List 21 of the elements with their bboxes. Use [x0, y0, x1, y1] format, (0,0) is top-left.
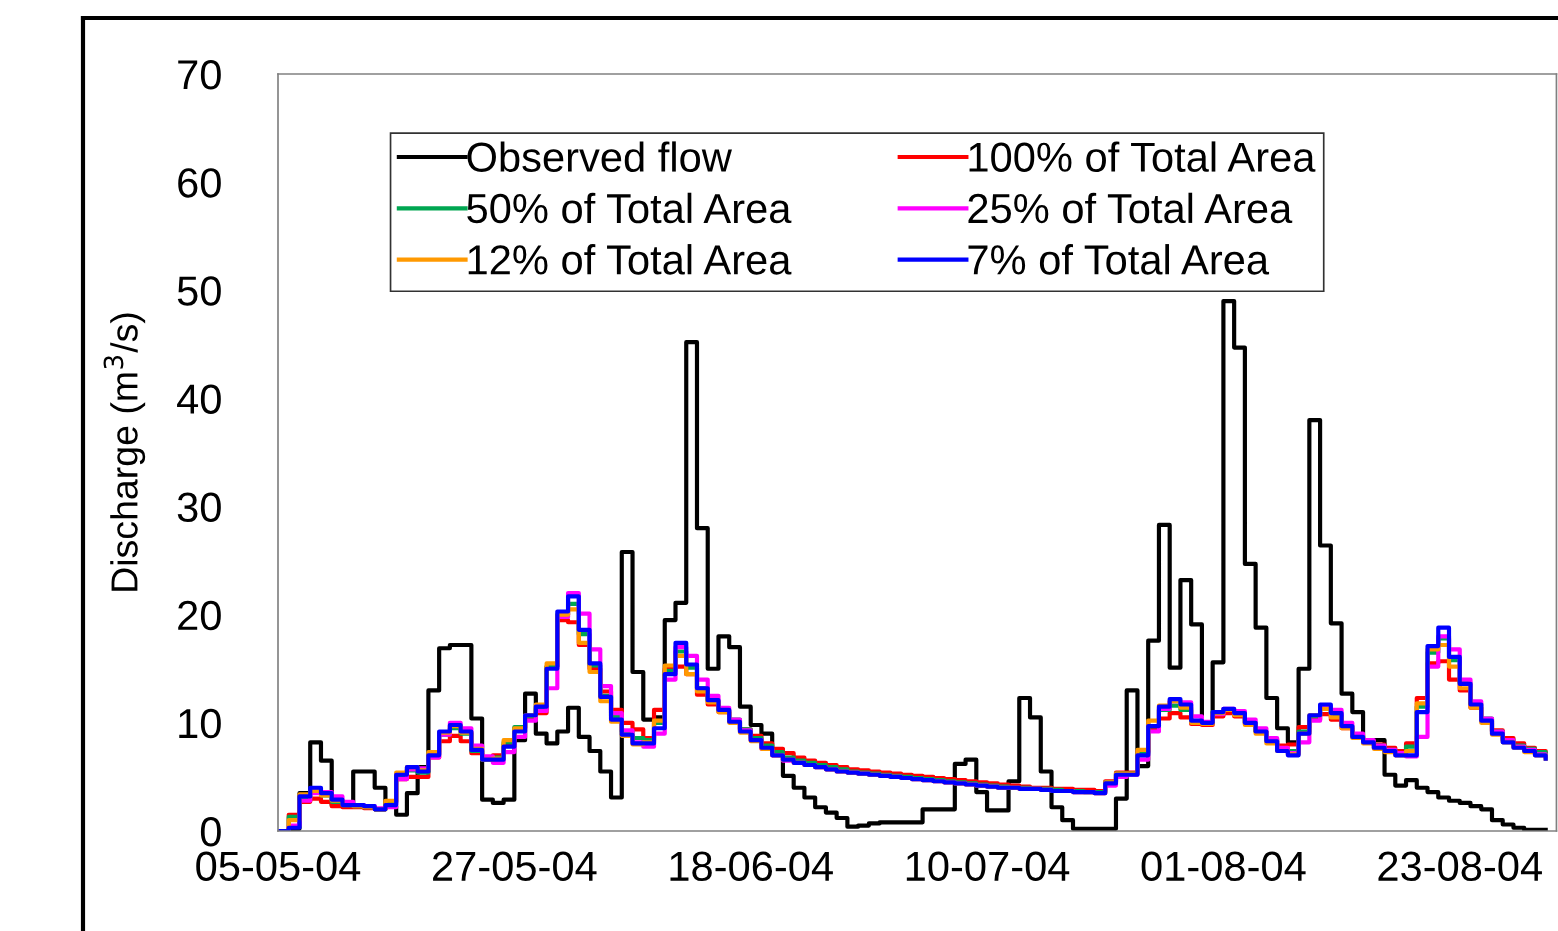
y-tick-label: 30	[177, 492, 221, 523]
x-tick-label: 05-05-04	[196, 851, 361, 882]
x-tick-label: 01-08-04	[1141, 851, 1306, 882]
x-tick-label: 27-05-04	[433, 851, 597, 882]
legend-label: 25% of Total Area	[968, 192, 1293, 224]
y-tick-label: 60	[178, 168, 221, 198]
y-tick-label: 20	[178, 600, 221, 631]
x-tick-label: 18-06-04	[670, 851, 833, 882]
y-tick-label: 10	[179, 708, 221, 739]
y-tick-label: 70	[178, 60, 221, 90]
y-tick-label: 40	[177, 384, 221, 414]
legend-label: 7% of Total Area	[968, 244, 1270, 275]
y-tick-label: 0	[200, 817, 221, 847]
legend-label: Observed flow	[467, 141, 732, 172]
y-tick-label: 50	[177, 276, 221, 306]
legend-label: 12% of Total Area	[468, 244, 792, 275]
legend-label: 50% of Total Area	[467, 192, 792, 224]
legend-label: 100% of Total Area	[969, 141, 1316, 172]
y-axis-title: Discharge (m$^{3}$/s)	[103, 313, 146, 591]
x-tick-label: 10-07-04	[906, 851, 1070, 882]
x-tick-label: 23-08-04	[1378, 851, 1542, 882]
